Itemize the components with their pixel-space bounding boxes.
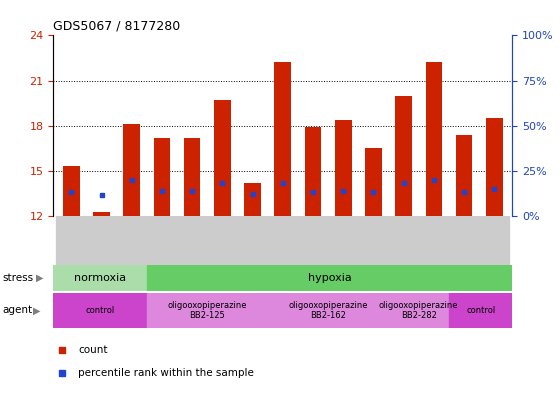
Bar <box>147 293 268 328</box>
Bar <box>56 216 86 265</box>
Text: control: control <box>86 306 115 315</box>
Bar <box>305 127 321 216</box>
Text: oligooxopiperazine
BB2-162: oligooxopiperazine BB2-162 <box>288 301 368 320</box>
Bar <box>456 135 473 216</box>
Bar <box>426 62 442 216</box>
Bar <box>237 216 268 265</box>
Bar <box>53 265 147 291</box>
Bar <box>486 118 502 216</box>
Bar <box>116 216 147 265</box>
Bar <box>419 216 449 265</box>
Bar <box>358 216 389 265</box>
Bar <box>147 265 512 291</box>
Bar <box>395 95 412 216</box>
Bar <box>177 216 207 265</box>
Bar <box>244 183 261 216</box>
Text: stress: stress <box>3 273 34 283</box>
Bar <box>207 216 237 265</box>
Text: GDS5067 / 8177280: GDS5067 / 8177280 <box>53 20 180 33</box>
Bar <box>328 216 358 265</box>
Text: percentile rank within the sample: percentile rank within the sample <box>78 368 254 378</box>
Bar <box>123 124 140 216</box>
Text: agent: agent <box>3 305 33 316</box>
Bar <box>153 138 170 216</box>
Bar <box>479 216 510 265</box>
Bar <box>389 216 419 265</box>
Bar <box>147 216 177 265</box>
Text: normoxia: normoxia <box>74 273 126 283</box>
Bar <box>268 216 298 265</box>
Text: oligooxopiperazine
BB2-125: oligooxopiperazine BB2-125 <box>167 301 247 320</box>
Bar <box>53 293 147 328</box>
Bar <box>214 100 231 216</box>
Text: ▶: ▶ <box>36 273 44 283</box>
Bar <box>93 211 110 216</box>
Bar <box>63 167 80 216</box>
Bar <box>335 120 352 216</box>
Bar <box>389 293 449 328</box>
Bar <box>86 216 116 265</box>
Bar <box>298 216 328 265</box>
Text: hypoxia: hypoxia <box>308 273 352 283</box>
Text: count: count <box>78 345 108 355</box>
Bar <box>365 148 382 216</box>
Bar <box>184 138 200 216</box>
Text: oligooxopiperazine
BB2-282: oligooxopiperazine BB2-282 <box>379 301 459 320</box>
Bar <box>449 293 512 328</box>
Text: ▶: ▶ <box>32 305 40 316</box>
Bar <box>274 62 291 216</box>
Bar <box>449 216 479 265</box>
Text: control: control <box>466 306 495 315</box>
Bar <box>268 293 389 328</box>
